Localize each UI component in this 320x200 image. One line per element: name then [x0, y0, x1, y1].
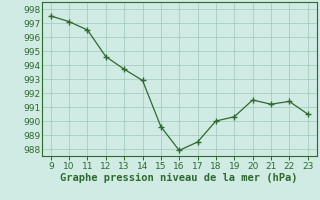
X-axis label: Graphe pression niveau de la mer (hPa): Graphe pression niveau de la mer (hPa) [60, 173, 298, 183]
